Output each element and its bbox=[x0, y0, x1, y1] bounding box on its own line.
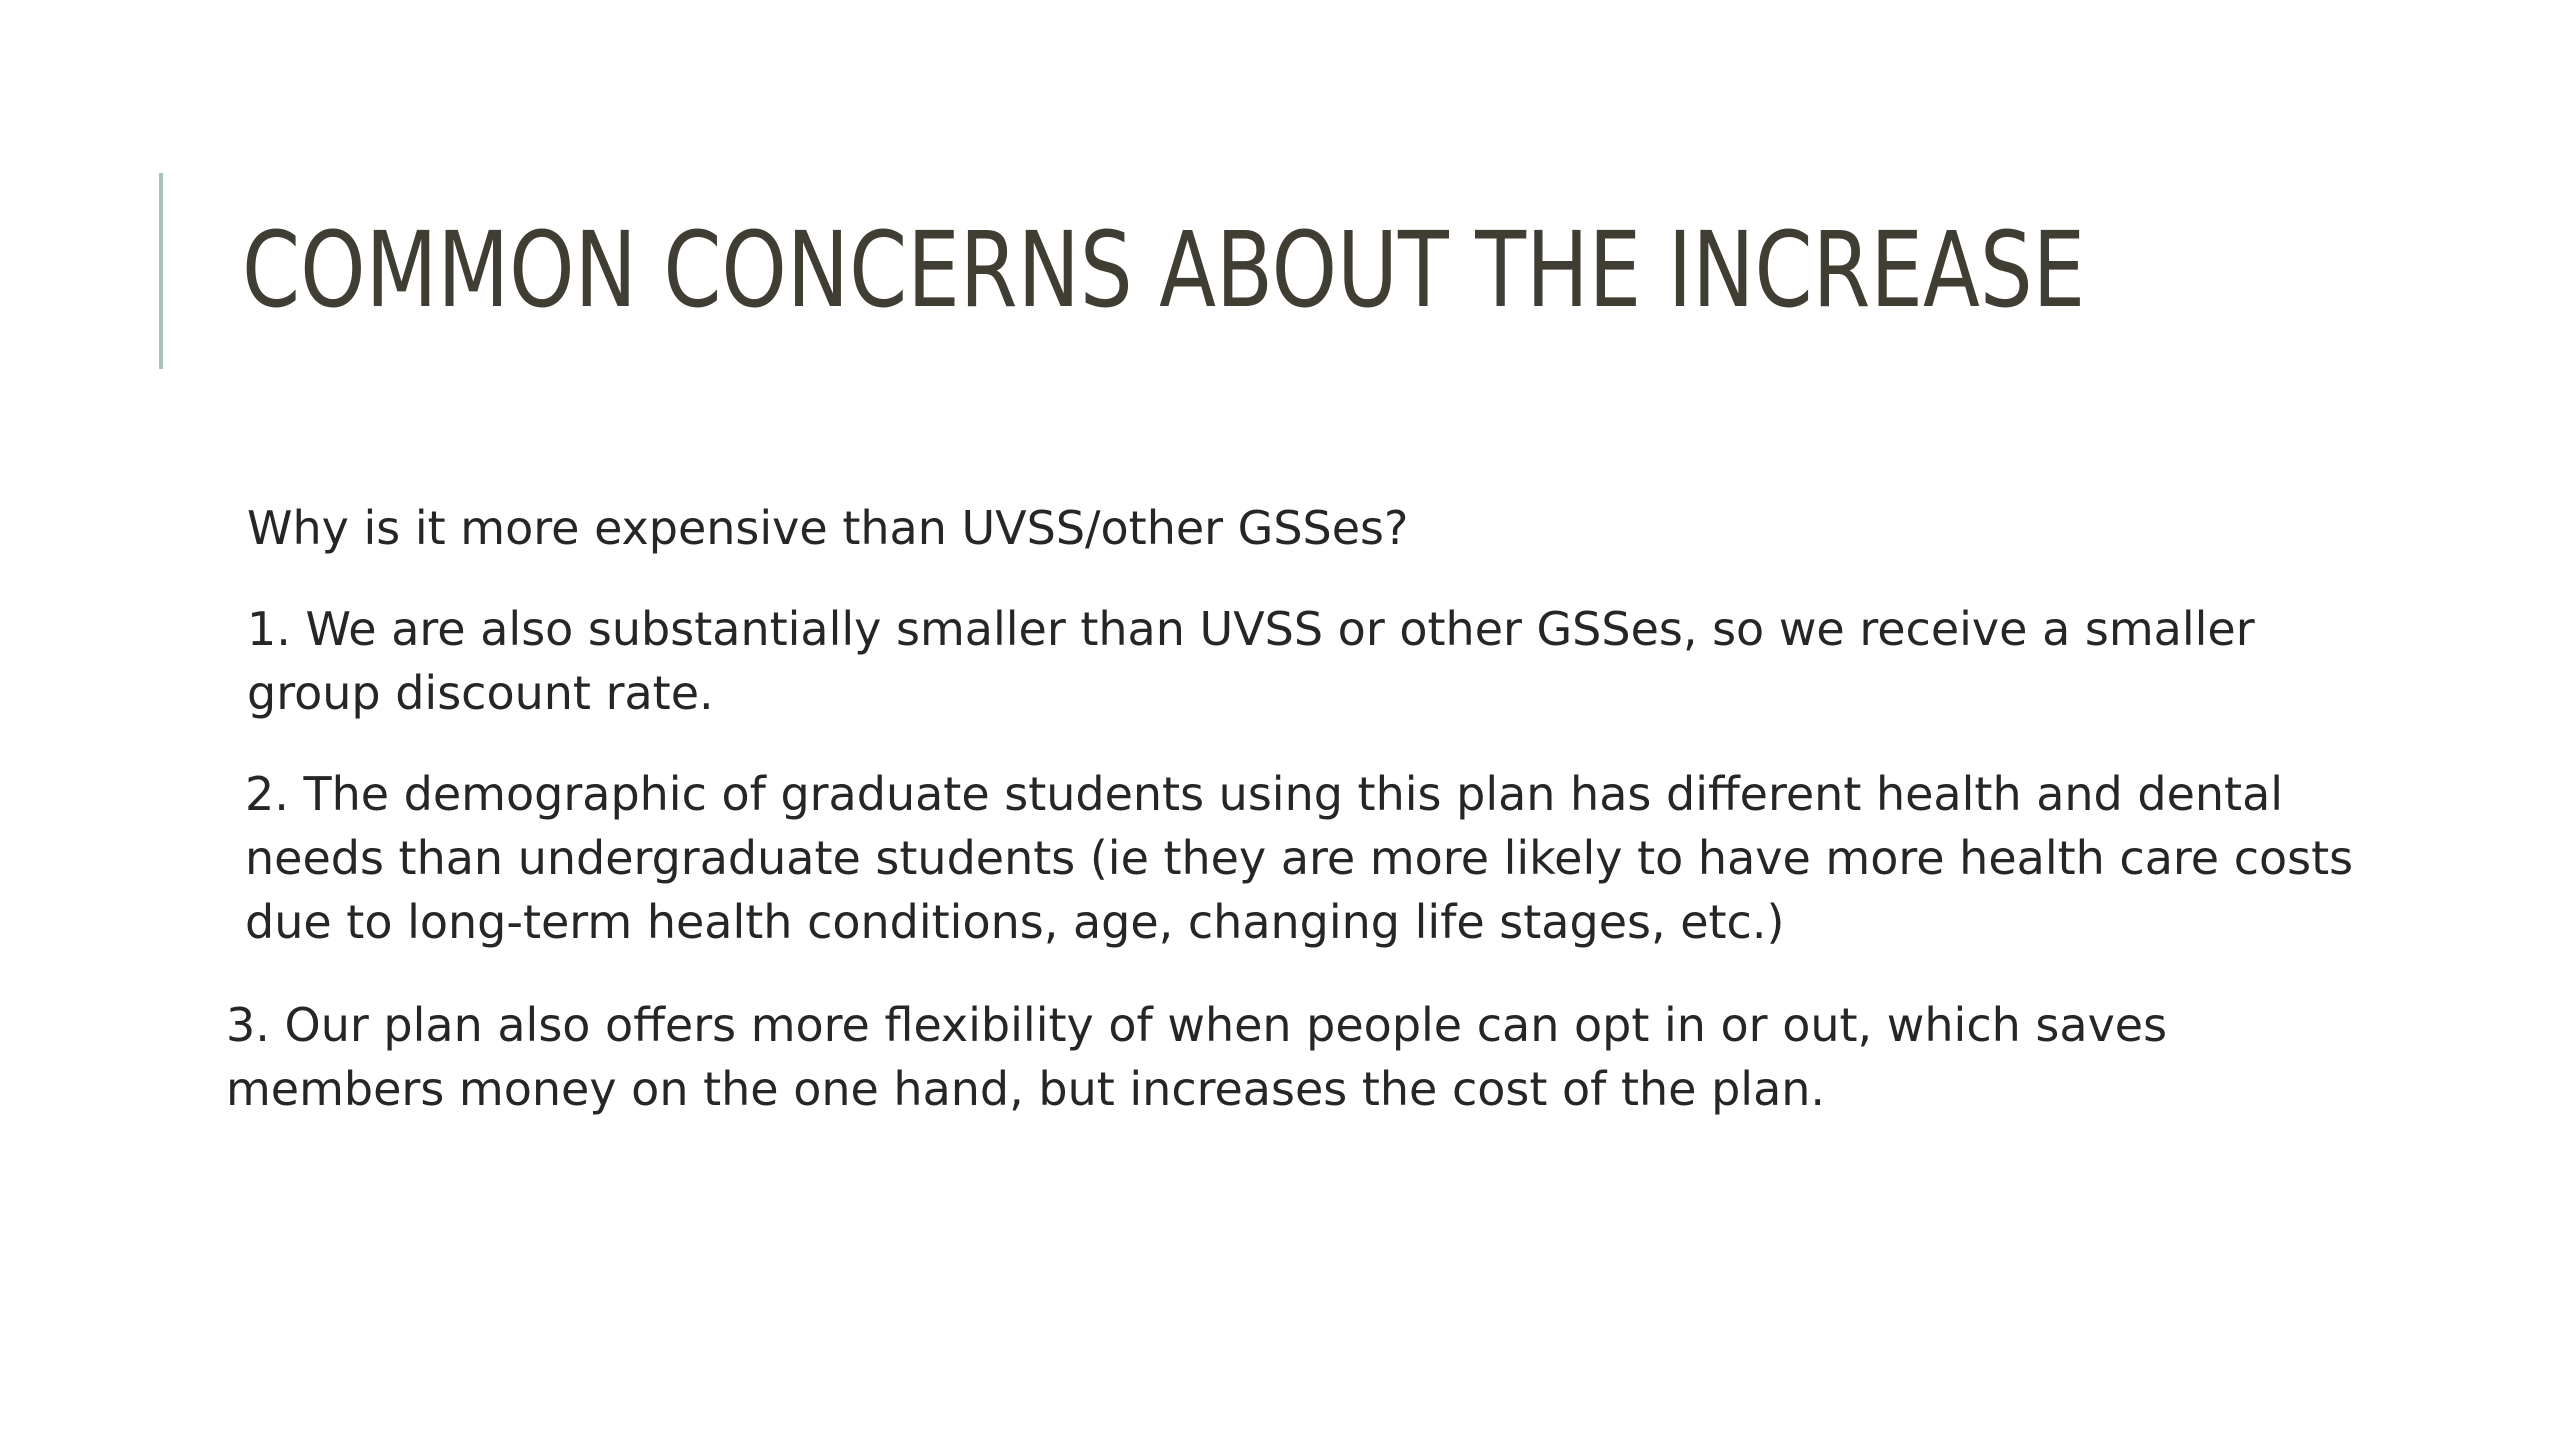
title-accent-bar bbox=[159, 173, 163, 369]
point-2-text: 2. The demographic of graduate students … bbox=[245, 767, 2354, 949]
point-3-text: 3. Our plan also offers more flexibility… bbox=[226, 998, 2168, 1116]
question-text: Why is it more expensive than UVSS/other… bbox=[247, 501, 1409, 555]
point-1-text: 1. We are also substantially smaller tha… bbox=[247, 602, 2255, 720]
slide-title: COMMON CONCERNS ABOUT THE INCREASE bbox=[242, 209, 2086, 331]
